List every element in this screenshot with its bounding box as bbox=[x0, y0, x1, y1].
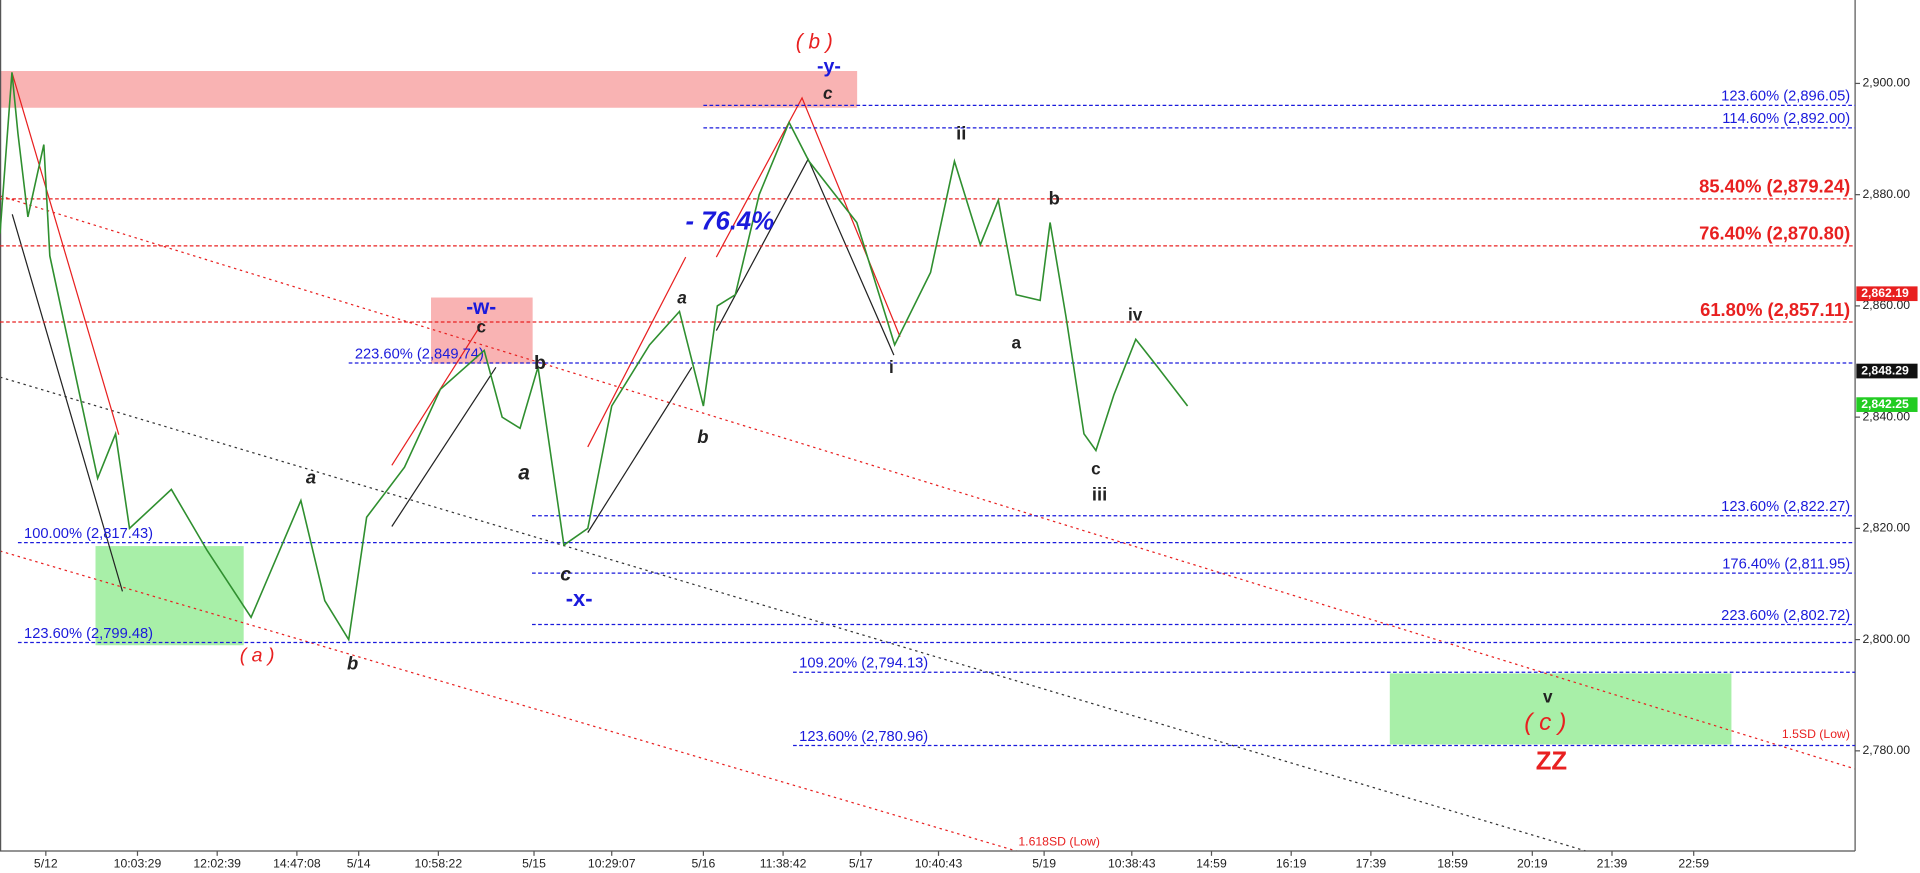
wave-label: b bbox=[347, 653, 358, 674]
wave-label: a bbox=[518, 461, 530, 484]
fib-label: 109.20% (2,794.13) bbox=[799, 656, 928, 672]
fib-label: 223.60% (2,849.74) bbox=[355, 346, 484, 362]
channel-label: 1.618SD (Low) bbox=[1018, 835, 1100, 849]
wave-label: ( c ) bbox=[1524, 709, 1566, 736]
wave-label: b bbox=[1049, 187, 1060, 208]
a-zone bbox=[95, 546, 244, 646]
wave-line bbox=[587, 366, 693, 533]
wave-line bbox=[391, 324, 482, 466]
wave-label: a bbox=[1012, 333, 1022, 353]
x-tick-label: 10:38:43 bbox=[1108, 857, 1156, 871]
fib-label: 123.60% (2,896.05) bbox=[1721, 89, 1850, 105]
wave-label: v bbox=[1543, 686, 1553, 706]
wave-line bbox=[11, 214, 124, 592]
x-tick-label: 10:40:43 bbox=[915, 857, 963, 871]
wave-label: c bbox=[823, 83, 833, 103]
x-tick-label: 5/19 bbox=[1032, 857, 1056, 871]
wave-label: b bbox=[697, 426, 708, 447]
price-tag bbox=[1856, 363, 1918, 379]
wave-label: c bbox=[476, 317, 486, 337]
x-tick-label: 5/12 bbox=[34, 857, 58, 871]
wave-label: - 76.4% bbox=[685, 208, 774, 236]
wave-label: iv bbox=[1128, 304, 1143, 324]
wave-label: -w- bbox=[466, 296, 496, 319]
fib-label: 100.00% (2,817.43) bbox=[24, 526, 153, 542]
wave-label: a bbox=[677, 287, 687, 307]
x-tick-label: 5/14 bbox=[347, 857, 371, 871]
x-tick-label: 5/15 bbox=[522, 857, 546, 871]
fib-label: 114.60% (2,892.00) bbox=[1722, 111, 1850, 127]
fib-label: 223.60% (2,802.72) bbox=[1721, 608, 1850, 624]
wave-label: -x- bbox=[566, 586, 593, 611]
wave-lines bbox=[11, 73, 901, 592]
x-tick-label: 10:58:22 bbox=[415, 857, 463, 871]
x-tick-label: 17:39 bbox=[1356, 857, 1387, 871]
wave-line bbox=[587, 256, 687, 448]
fib-label: 123.60% (2,799.48) bbox=[24, 626, 153, 642]
x-tick-label: 10:29:07 bbox=[588, 857, 636, 871]
channel-line bbox=[0, 376, 1586, 852]
x-tick-label: 20:19 bbox=[1517, 857, 1548, 871]
fib-label: 76.40% (2,870.80) bbox=[1699, 223, 1850, 244]
x-tick-label: 14:59 bbox=[1196, 857, 1227, 871]
y-tick-label: 2,820.00 bbox=[1862, 521, 1910, 535]
y-tick-label: 2,780.00 bbox=[1862, 743, 1910, 757]
y-tick-label: 2,860.00 bbox=[1862, 298, 1910, 312]
y-tick-label: 2,880.00 bbox=[1862, 187, 1910, 201]
price-tag bbox=[1856, 397, 1918, 412]
y-tick-label: 2,840.00 bbox=[1862, 409, 1910, 423]
price-line bbox=[0, 72, 1189, 642]
x-tick-label: 16:19 bbox=[1276, 857, 1307, 871]
x-tick-label: 18:59 bbox=[1437, 857, 1468, 871]
y-tick-label: 2,900.00 bbox=[1862, 76, 1910, 90]
wave-label: ( b ) bbox=[796, 30, 833, 53]
price-tag-label: 2,848.29 bbox=[1861, 363, 1909, 377]
fib-label: 176.40% (2,811.95) bbox=[1722, 556, 1850, 572]
x-tick-label: 21:39 bbox=[1597, 857, 1628, 871]
x-tick-label: 5/16 bbox=[691, 857, 715, 871]
channel-line bbox=[0, 550, 1017, 852]
price-tag bbox=[1856, 286, 1918, 302]
wave-label: b bbox=[534, 352, 546, 374]
x-tick-label: 12:02:39 bbox=[193, 857, 241, 871]
wave-label: i bbox=[889, 357, 894, 377]
fib-label: 123.60% (2,780.96) bbox=[799, 729, 928, 745]
x-tick-label: 5/17 bbox=[849, 857, 873, 871]
channel-label: 1.5SD (Low) bbox=[1782, 727, 1850, 741]
x-tick-label: 22:59 bbox=[1678, 857, 1709, 871]
price-tag-label: 2,862.19 bbox=[1861, 286, 1909, 300]
y-axis-area bbox=[1855, 0, 1920, 873]
wave-label: c bbox=[1091, 459, 1101, 479]
y-tick-label: 2,800.00 bbox=[1862, 632, 1910, 646]
wave-label: iii bbox=[1092, 484, 1107, 505]
wave-label: ( a ) bbox=[240, 644, 275, 666]
x-tick-label: 10:03:29 bbox=[114, 857, 162, 871]
wave-label: -y- bbox=[817, 56, 841, 78]
wave-line bbox=[391, 366, 497, 527]
fib-label: 85.40% (2,879.24) bbox=[1699, 176, 1850, 197]
fib-label: 123.60% (2,822.27) bbox=[1721, 499, 1850, 515]
fib-label: 61.80% (2,857.11) bbox=[1700, 299, 1850, 320]
target-zone bbox=[1389, 673, 1732, 745]
x-tick-label: 11:38:42 bbox=[760, 857, 807, 871]
wave-label: ZZ bbox=[1536, 748, 1567, 776]
channel-line bbox=[0, 195, 1856, 770]
wave-label: a bbox=[306, 467, 316, 488]
x-tick-label: 14:47:08 bbox=[273, 857, 321, 871]
wave-line bbox=[11, 73, 120, 435]
wave-label: ii bbox=[956, 123, 966, 144]
price-tag-label: 2,842.25 bbox=[1861, 397, 1909, 411]
wave-label: c bbox=[560, 564, 571, 586]
resistance-zone bbox=[0, 71, 858, 108]
